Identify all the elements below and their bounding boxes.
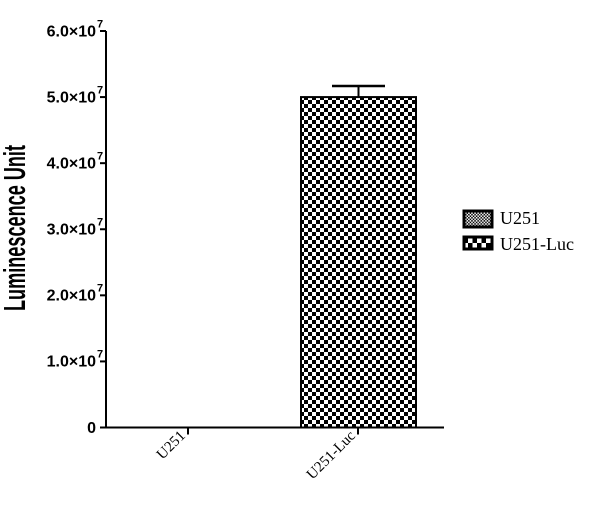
svg-text:0: 0 — [87, 420, 96, 437]
svg-text:7: 7 — [97, 151, 103, 163]
svg-text:U251: U251 — [154, 428, 189, 463]
svg-text:3.0×10: 3.0×10 — [47, 222, 96, 239]
svg-text:7: 7 — [97, 19, 103, 31]
svg-text:2.0×10: 2.0×10 — [47, 288, 96, 305]
svg-text:U251: U251 — [500, 208, 540, 228]
svg-text:1.0×10: 1.0×10 — [47, 354, 96, 371]
svg-text:7: 7 — [97, 349, 103, 361]
svg-text:U251-Luc: U251-Luc — [500, 234, 574, 254]
svg-text:Luminescence Unit: Luminescence Unit — [0, 145, 32, 311]
svg-text:4.0×10: 4.0×10 — [47, 156, 96, 173]
svg-text:7: 7 — [97, 283, 103, 295]
svg-text:U251-Luc: U251-Luc — [304, 428, 359, 483]
svg-text:7: 7 — [97, 217, 103, 229]
svg-text:7: 7 — [97, 85, 103, 97]
svg-text:5.0×10: 5.0×10 — [47, 90, 96, 107]
svg-text:6.0×10: 6.0×10 — [47, 24, 96, 41]
